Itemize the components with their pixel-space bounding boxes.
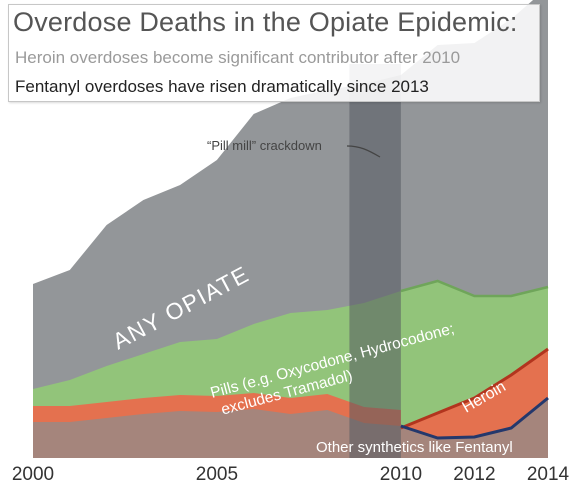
area-heroin <box>400 349 548 438</box>
x-tick-label: 2012 <box>453 464 495 485</box>
x-tick-label: 2000 <box>12 464 54 485</box>
pills-line <box>400 279 549 298</box>
title-box: Overdose Deaths in the Opiate Epidemic: … <box>8 4 540 102</box>
area-other-synthetics <box>33 398 548 458</box>
chart-subtitle-heroin: Heroin overdoses become significant cont… <box>15 48 461 67</box>
x-tick-label: 2005 <box>196 464 238 485</box>
crackdown-annotation: “Pill mill” crackdown <box>207 138 322 153</box>
fentanyl-line <box>400 396 549 440</box>
chart-title: Overdose Deaths in the Opiate Epidemic: <box>13 7 518 37</box>
crackdown-band <box>349 64 401 458</box>
chart-subtitle-fentanyl: Fentanyl overdoses have risen dramatical… <box>15 77 429 96</box>
x-tick-label: 2014 <box>527 464 570 485</box>
annotation-connector <box>346 145 381 158</box>
heroin-line <box>400 347 549 430</box>
x-tick-label: 2010 <box>380 464 422 485</box>
label-other-synthetics: Other synthetics like Fentanyl <box>316 439 513 456</box>
